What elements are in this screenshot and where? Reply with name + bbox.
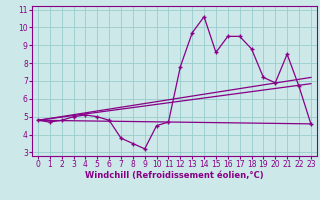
X-axis label: Windchill (Refroidissement éolien,°C): Windchill (Refroidissement éolien,°C)	[85, 171, 264, 180]
